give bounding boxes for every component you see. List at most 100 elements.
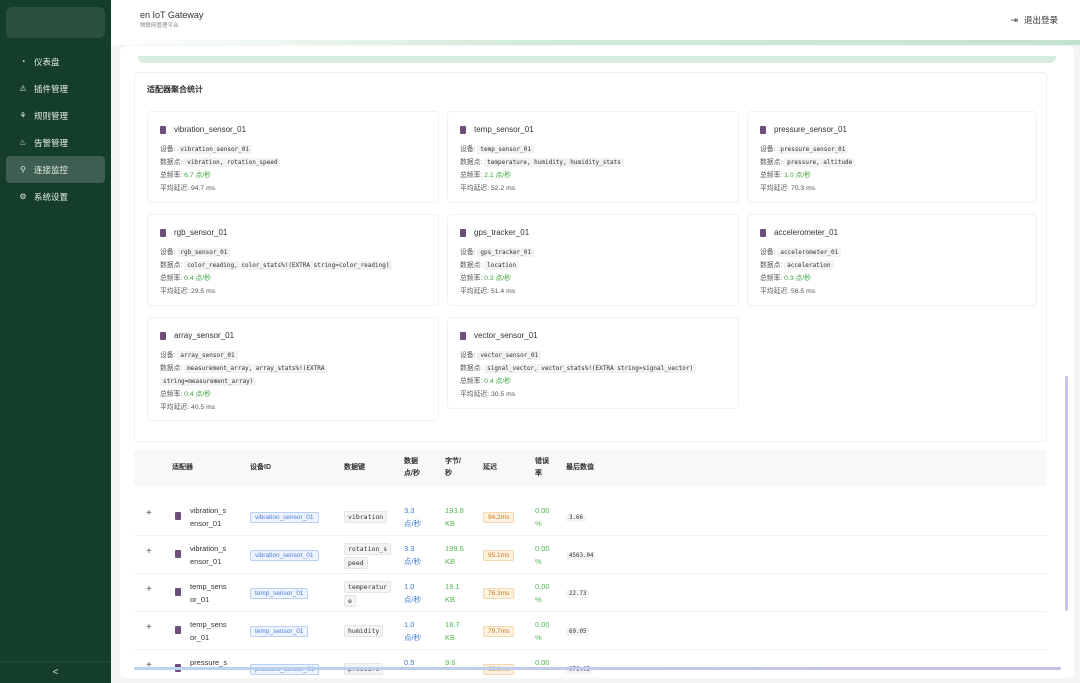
error-rate: 0.00% [535, 620, 550, 642]
sensor-name: vibration_sensor_01 [160, 125, 246, 134]
device-icon [160, 125, 166, 134]
sensor-latency-row: 平均延迟: 29.5 ms [160, 288, 216, 295]
sensor-device-row: 设备: vector_sensor_01 [460, 350, 542, 361]
device-id-tag: vibration_sensor_01 [250, 510, 319, 524]
latency-tag: 76.3ms [483, 586, 515, 600]
error-rate: 0.00% [535, 506, 550, 528]
collapse-sidebar-button[interactable]: < [0, 661, 111, 683]
logout-label: 退出登录 [1023, 15, 1058, 25]
last-value: 3.66 [566, 510, 586, 525]
table-row[interactable]: + vibration_s ensor_01 vibration_sensor_0… [134, 498, 1047, 536]
sidebar-item-label: 规则管理 [34, 110, 69, 121]
sidebar-item-dashboard[interactable]: ◔ 仪表盘 [0, 48, 111, 75]
adapter-name: temp_sens or_01 [190, 620, 227, 642]
sensor-freq-row: 总频率: 2.1 点/秒 [460, 172, 511, 179]
expand-icon[interactable]: + [146, 546, 152, 557]
app-subtitle: 物联网管理平台 [140, 23, 179, 29]
sidebar-item-alarms[interactable]: ♨ 告警管理 [0, 129, 111, 156]
adapter-name: vibration_s ensor_01 [190, 506, 227, 528]
error-rate: 0.00 [535, 658, 550, 667]
adapter-name: pressure_s [190, 658, 228, 667]
sidebar-item-label: 告警管理 [34, 137, 69, 148]
latency-tag: 79.7ms [483, 624, 515, 638]
header-divider [111, 40, 1080, 45]
table-row[interactable]: + temp_sens or_01 temp_sensor_01 temperat… [134, 574, 1047, 612]
rules-icon: ⚘ [19, 111, 27, 120]
sensor-device-row: 设备: rgb_sensor_01 [160, 247, 231, 258]
sensor-name: accelerometer_01 [760, 228, 838, 237]
data-key: rotation_s peed [344, 542, 392, 570]
last-value: 976.05 [566, 662, 593, 677]
expand-icon[interactable]: + [146, 508, 152, 519]
sensor-card: temp_sensor_01 设备: temp_sensor_01 数据点: t… [447, 111, 739, 203]
sensor-points-row: 数据点: acceleration [760, 260, 834, 271]
sensor-points-row: 数据点: vibration, rotation_speed [160, 157, 281, 168]
sensor-card: accelerometer_01 设备: accelerometer_01 数据… [747, 214, 1037, 306]
dashboard-icon: ◔ [20, 57, 26, 66]
sidebar-item-label: 仪表盘 [34, 56, 60, 67]
app-title: en IoT Gateway [140, 10, 204, 20]
sensor-latency-row: 平均延迟: 94.7 ms [160, 185, 216, 192]
col-error: 错误率 [535, 458, 549, 477]
sensor-freq-row: 总频率: 0.4 点/秒 [460, 378, 511, 385]
col-bytes: 字节/秒 [445, 458, 461, 477]
error-rate: 0.00% [535, 582, 550, 604]
rate-value: 3.3 点/秒 [404, 544, 422, 566]
sensor-points-row: 数据点: color_reading, color_stats%!(EXTRA … [160, 260, 393, 271]
device-id-tag: vibration_sensor_01 [250, 548, 319, 562]
device-id-tag: temp_sensor_01 [250, 586, 309, 600]
col-last-value: 最后数值 [566, 464, 594, 471]
sensor-freq-row: 总频率: 0.3 点/秒 [460, 275, 511, 282]
rate-value: 3.3 点/秒 [404, 506, 422, 528]
sensor-latency-row: 平均延迟: 56.5 ms [760, 288, 816, 295]
last-value: 69.05 [566, 624, 590, 639]
col-key: 数据键 [344, 464, 365, 471]
table-row[interactable]: + pressure_s pressure_sensor_01 pressure… [134, 650, 1047, 678]
settings-icon: ⚙ [19, 192, 27, 201]
sensor-device-row: 设备: gps_tracker_01 [460, 247, 534, 258]
sensor-device-row: 设备: array_sensor_01 [160, 350, 238, 361]
sidebar-item-settings[interactable]: ⚙ 系统设置 [0, 183, 111, 210]
col-latency: 延迟 [483, 464, 497, 471]
sensor-card: rgb_sensor_01 设备: rgb_sensor_01 数据点: col… [147, 214, 439, 306]
bytes-value: 199.6 KB [445, 544, 464, 566]
plugin-icon: ⚠ [19, 84, 27, 93]
sensor-card: array_sensor_01 设备: array_sensor_01 数据点:… [147, 317, 439, 421]
top-bar: en IoT Gateway 物联网管理平台 ⇥ 退出登录 [111, 0, 1080, 40]
sensor-points-row-cont: string=measurement_array) [160, 376, 257, 387]
sensor-card: pressure_sensor_01 设备: pressure_sensor_0… [747, 111, 1037, 203]
sidebar-item-label: 连接监控 [34, 164, 69, 175]
sensor-device-row: 设备: accelerometer_01 [760, 247, 842, 258]
device-id-tag: temp_sensor_01 [250, 624, 309, 638]
sensor-name: gps_tracker_01 [460, 228, 529, 237]
device-icon [175, 626, 181, 634]
sensor-points-row: 数据点: signal_vector, vector_stats%!(EXTRA… [460, 363, 697, 374]
sensor-latency-row: 平均延迟: 40.5 ms [160, 404, 216, 411]
table-row[interactable]: + temp_sens or_01 temp_sensor_01 humidity… [134, 612, 1047, 650]
sidebar-item-rules[interactable]: ⚘ 规则管理 [0, 102, 111, 129]
sidebar-item-monitor[interactable]: ⚲ 连接监控 [6, 156, 105, 183]
table-row[interactable]: + vibration_s ensor_01 vibration_sensor_0… [134, 536, 1047, 574]
sensor-latency-row: 平均延迟: 51.4 ms [460, 288, 516, 295]
col-device-id: 设备ID [250, 464, 271, 471]
sidebar-item-label: 系统设置 [34, 191, 69, 202]
vertical-scrollbar[interactable] [1065, 376, 1068, 611]
expand-icon[interactable]: + [146, 660, 152, 671]
alarm-icon: ♨ [19, 138, 27, 147]
sensor-name: pressure_sensor_01 [760, 125, 847, 134]
sensor-freq-row: 总频率: 6.7 点/秒 [160, 172, 211, 179]
logout-button[interactable]: ⇥ 退出登录 [1010, 14, 1058, 26]
sensor-points-row: 数据点: location [460, 260, 520, 271]
data-key: vibration [344, 510, 388, 524]
col-adapter: 适配器 [172, 464, 193, 471]
sensor-latency-row: 平均延迟: 70.3 ms [760, 185, 816, 192]
expand-icon[interactable]: + [146, 584, 152, 595]
rate-value: 0.5 [404, 658, 415, 667]
sensor-name: temp_sensor_01 [460, 125, 534, 134]
sensor-freq-row: 总频率: 0.4 点/秒 [160, 275, 211, 282]
horizontal-scrollbar[interactable] [134, 667, 1061, 670]
expand-icon[interactable]: + [146, 622, 152, 633]
sidebar-item-plugins[interactable]: ⚠ 插件管理 [0, 75, 111, 102]
device-icon [760, 125, 766, 134]
col-rate: 数据 点/秒 [404, 458, 420, 477]
